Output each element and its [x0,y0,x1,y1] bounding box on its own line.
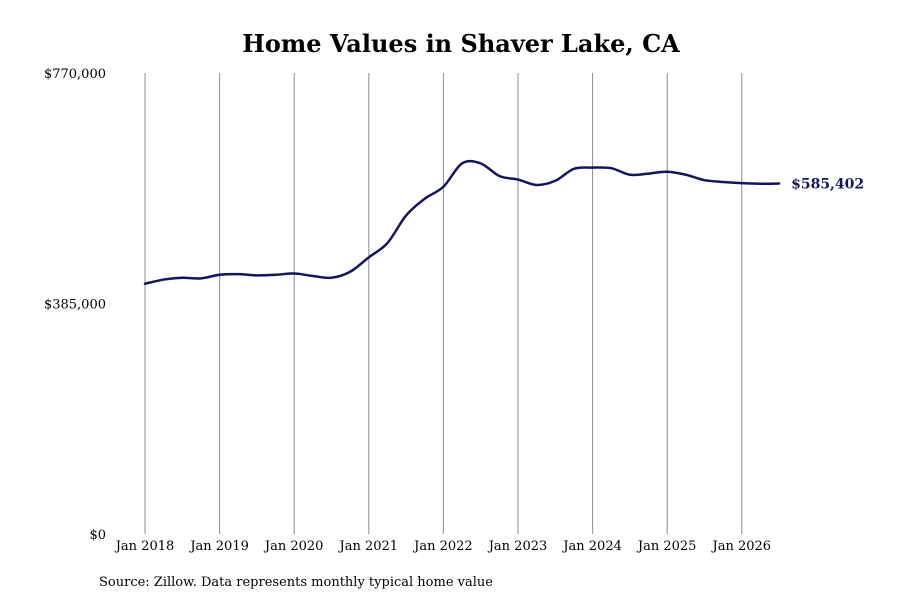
chart-title: Home Values in Shaver Lake, CA [242,29,680,58]
source-note: Source: Zillow. Data represents monthly … [99,575,493,590]
x-tick-label-6: Jan 2024 [561,539,622,554]
x-tick-label-5: Jan 2023 [487,539,548,554]
x-tick-label-3: Jan 2021 [338,539,399,554]
x-tick-label-8: Jan 2026 [711,539,772,554]
y-tick-label-0: $0 [89,528,106,543]
x-tick-label-0: Jan 2018 [114,539,175,554]
y-tick-label-1: $385,000 [44,298,106,313]
x-axis-ticks: Jan 2018 Jan 2019 Jan 2020 Jan 2021 Jan 2022… [114,539,771,554]
y-tick-label-2: $770,000 [44,67,106,82]
grid-lines [144,73,743,534]
x-tick-label-4: Jan 2022 [412,539,473,554]
series-line-0 [143,159,781,285]
x-tick-label-1: Jan 2019 [188,539,249,554]
series-layer: $585,402 [143,159,864,285]
x-tick-label-7: Jan 2025 [636,539,697,554]
series-end-label-0: $585,402 [791,177,864,193]
y-axis-ticks: $0 $385,000 $770,000 [44,67,106,543]
x-tick-label-2: Jan 2020 [263,539,324,554]
